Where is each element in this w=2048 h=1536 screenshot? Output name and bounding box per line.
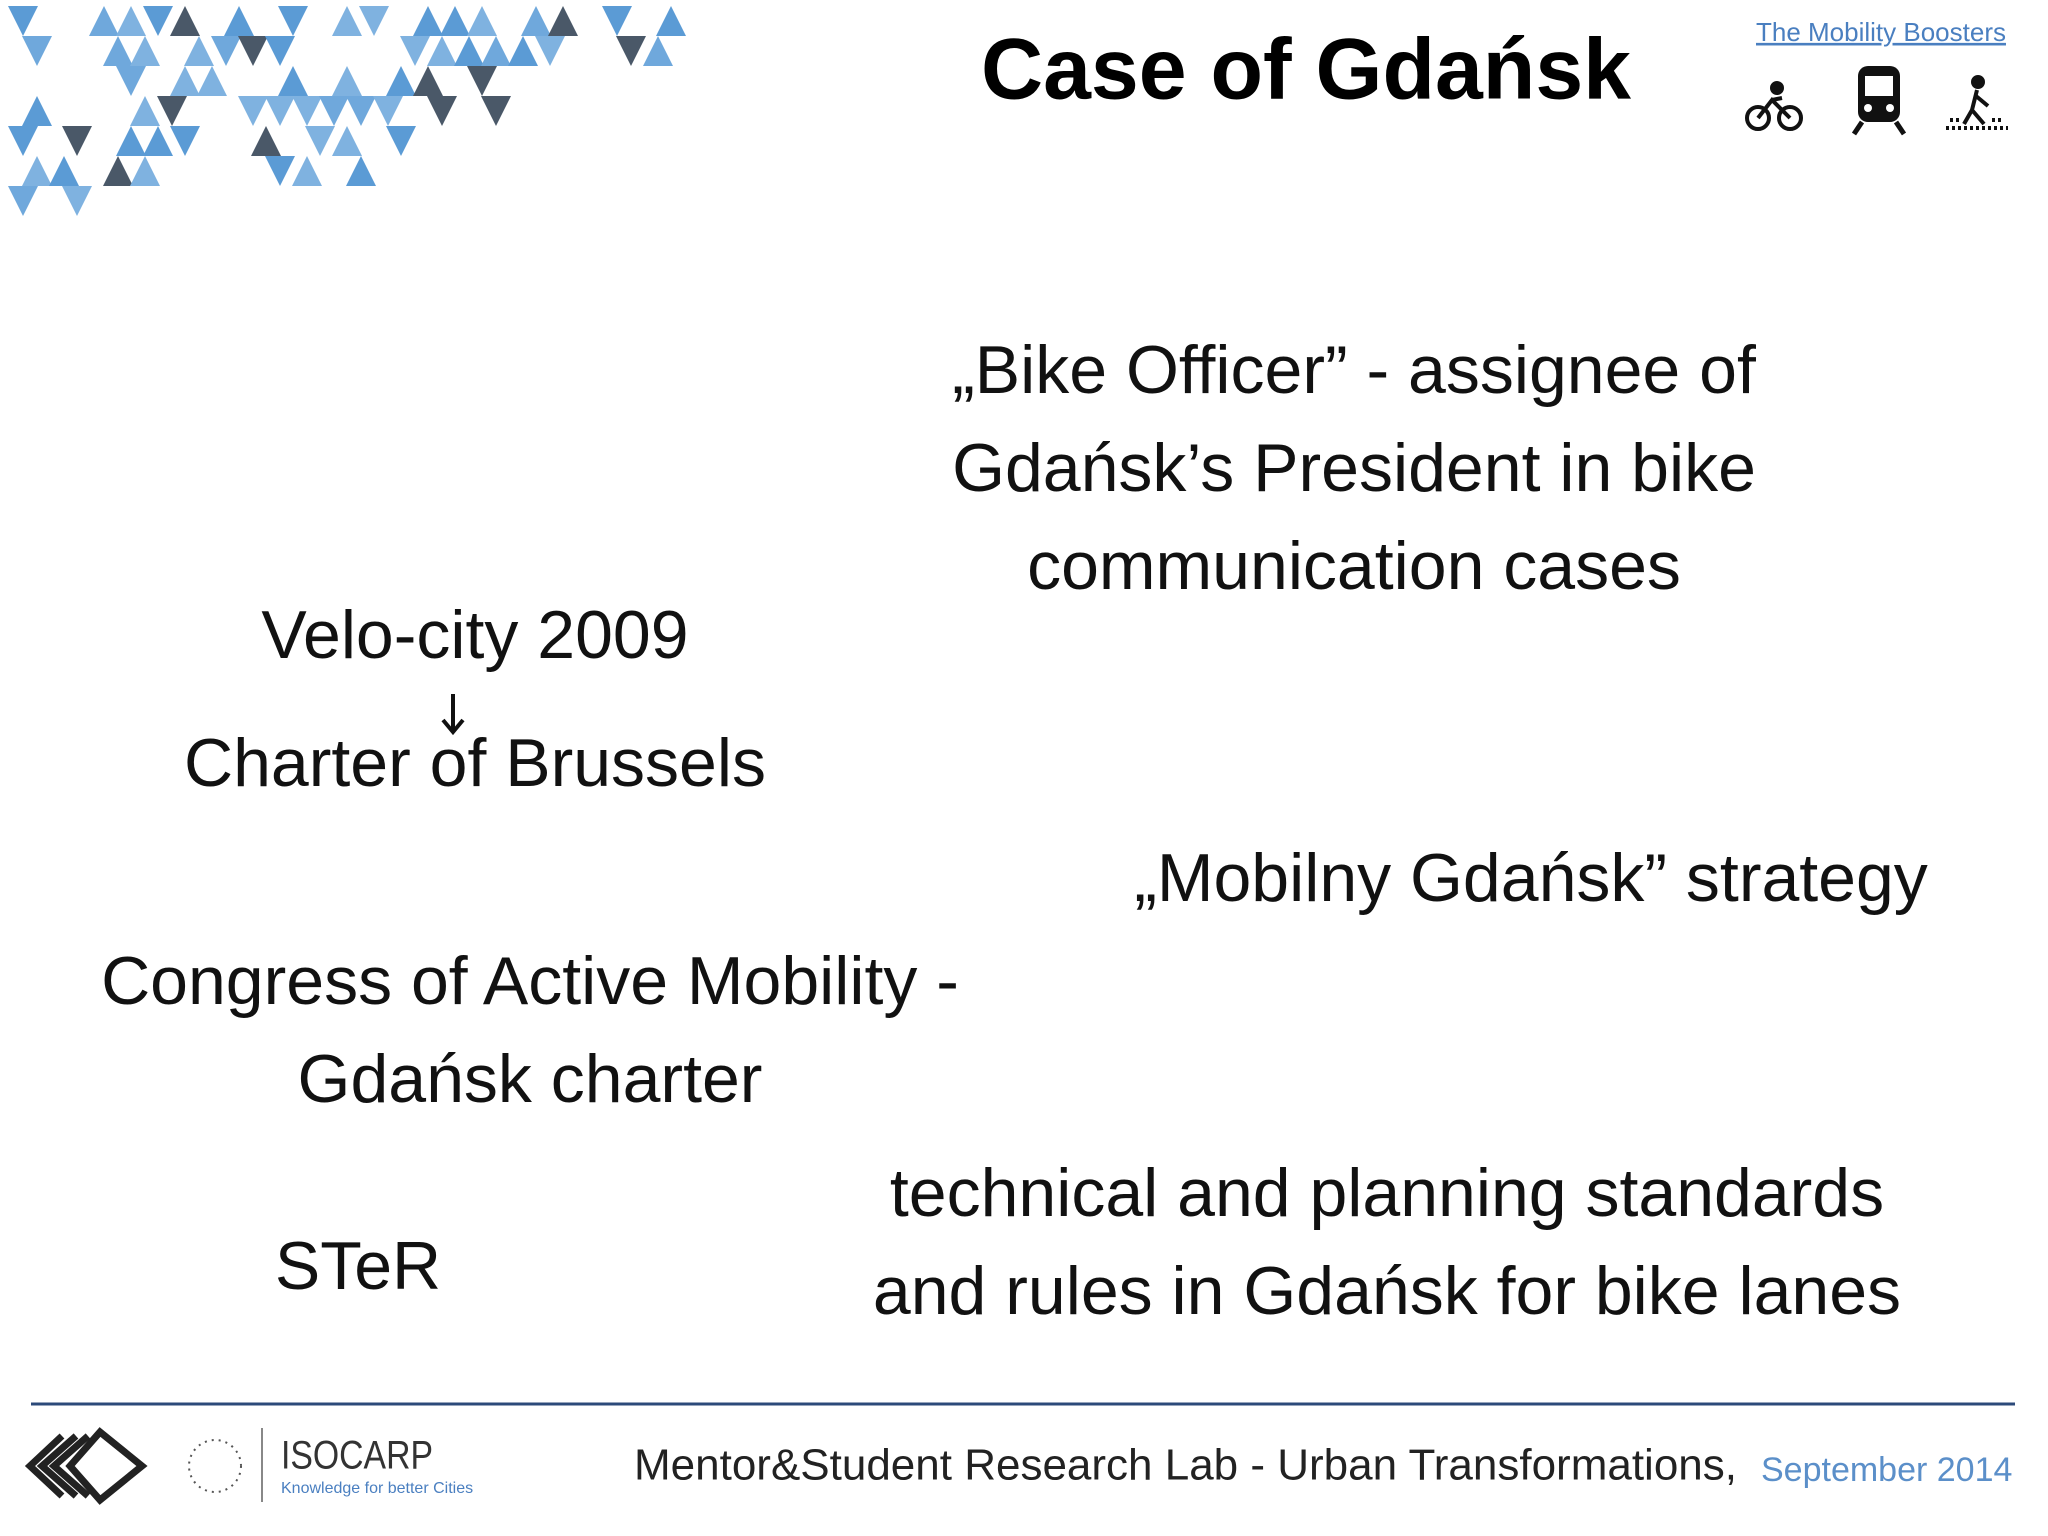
triangle [616, 36, 646, 66]
item-line: STeR [275, 1228, 441, 1304]
triangle [373, 96, 403, 126]
triangle [62, 186, 92, 216]
triangle [265, 36, 295, 66]
triangle [278, 6, 308, 36]
item-line: and rules in Gdańsk for bike lanes [873, 1253, 1901, 1329]
triangle [548, 6, 578, 36]
triangle [224, 6, 254, 36]
bike-icon [1745, 81, 1803, 131]
arrow [441, 694, 465, 736]
triangle [184, 36, 214, 66]
triangle [292, 96, 322, 126]
triangle [481, 36, 511, 66]
triangle [386, 66, 416, 96]
triangle [62, 126, 92, 156]
logo-name: ISOCARP [281, 1434, 433, 1478]
triangle [22, 96, 52, 126]
triangle [346, 156, 376, 186]
triangle [211, 36, 241, 66]
triangle [427, 96, 457, 126]
diamond-logo [24, 1427, 148, 1505]
triangle [265, 96, 295, 126]
triangle [467, 6, 497, 36]
triangle [359, 6, 389, 36]
triangle [440, 6, 470, 36]
item-line: Gdańsk charter [298, 1041, 763, 1117]
triangle [22, 36, 52, 66]
triangle [454, 36, 484, 66]
triangle [332, 66, 362, 96]
triangle [170, 66, 200, 96]
triangle [332, 6, 362, 36]
triangle [130, 96, 160, 126]
triangle [467, 66, 497, 96]
triangle [278, 66, 308, 96]
triangle [89, 6, 119, 36]
triangle [116, 6, 146, 36]
item-line: Velo-city 2009 [261, 597, 688, 673]
triangle [319, 96, 349, 126]
triangle [508, 36, 538, 66]
logo-tagline: Knowledge for better Cities [281, 1480, 473, 1497]
header-link[interactable]: The Mobility Boosters [1756, 17, 2006, 47]
triangle [143, 6, 173, 36]
item-line: technical and planning standards [890, 1155, 1884, 1231]
triangle [103, 156, 133, 186]
triangle [521, 6, 551, 36]
train-icon [1851, 66, 1907, 136]
triangle [413, 6, 443, 36]
triangle-pattern [8, 6, 686, 216]
triangle [238, 96, 268, 126]
title: Case of Gdańsk [981, 22, 1631, 118]
triangle [22, 156, 52, 186]
triangle [413, 66, 443, 96]
triangle [116, 126, 146, 156]
item-line: Charter of Brussels [184, 725, 766, 801]
triangle [386, 126, 416, 156]
triangle [103, 36, 133, 66]
triangle [157, 96, 187, 126]
triangle [116, 66, 146, 96]
triangle [8, 186, 38, 216]
footer-date: September 2014 [1761, 1451, 2012, 1489]
triangle [251, 126, 281, 156]
walk-icon [1946, 75, 2008, 130]
triangle [305, 126, 335, 156]
triangle [656, 6, 686, 36]
triangle [143, 126, 173, 156]
triangle [8, 126, 38, 156]
triangle [8, 6, 38, 36]
item-line: communication cases [1027, 528, 1681, 604]
triangle [346, 96, 376, 126]
triangle [197, 66, 227, 96]
seal [188, 1439, 242, 1493]
item-line: Congress of Active Mobility - [101, 943, 959, 1019]
triangle [602, 6, 632, 36]
triangle [292, 156, 322, 186]
triangle [49, 156, 79, 186]
triangle [427, 36, 457, 66]
triangle [130, 36, 160, 66]
item-line: Gdańsk’s President in bike [952, 430, 1756, 506]
triangle [481, 96, 511, 126]
triangle [130, 156, 160, 186]
item-line: „Mobilny Gdańsk” strategy [1134, 840, 1928, 916]
triangle [170, 6, 200, 36]
triangle [535, 36, 565, 66]
footer-text: Mentor&Student Research Lab - Urban Tran… [634, 1441, 1737, 1490]
triangle [400, 36, 430, 66]
triangle [332, 126, 362, 156]
triangle [643, 36, 673, 66]
triangle [265, 156, 295, 186]
item-line: „Bike Officer” - assignee of [952, 332, 1756, 408]
triangle [170, 126, 200, 156]
triangle [238, 36, 268, 66]
